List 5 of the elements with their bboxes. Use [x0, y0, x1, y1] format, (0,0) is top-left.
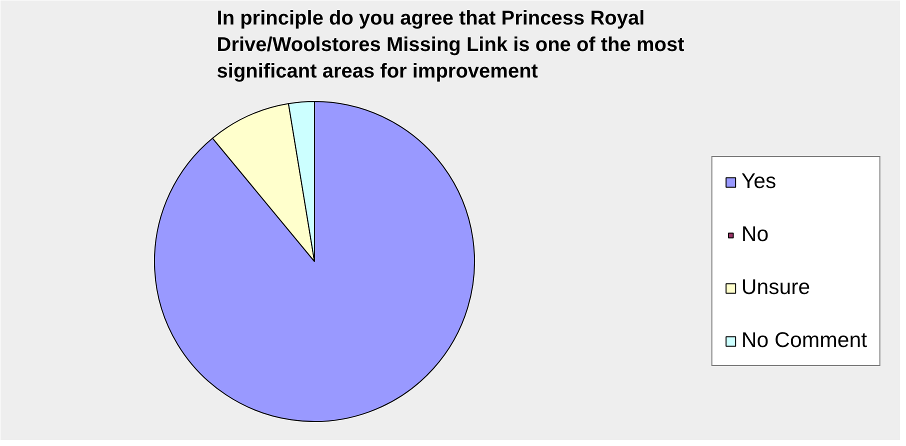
chart-title: In principle do you agree that Princess Royal Drive/Woolstores Missing Link is one of the most significant areas for improvement — [216, 8, 685, 82]
legend-label: Unsure — [741, 275, 810, 300]
legend-label: No — [741, 222, 769, 247]
legend-label: No Comment — [741, 328, 867, 353]
legend-label: Yes — [741, 169, 776, 194]
